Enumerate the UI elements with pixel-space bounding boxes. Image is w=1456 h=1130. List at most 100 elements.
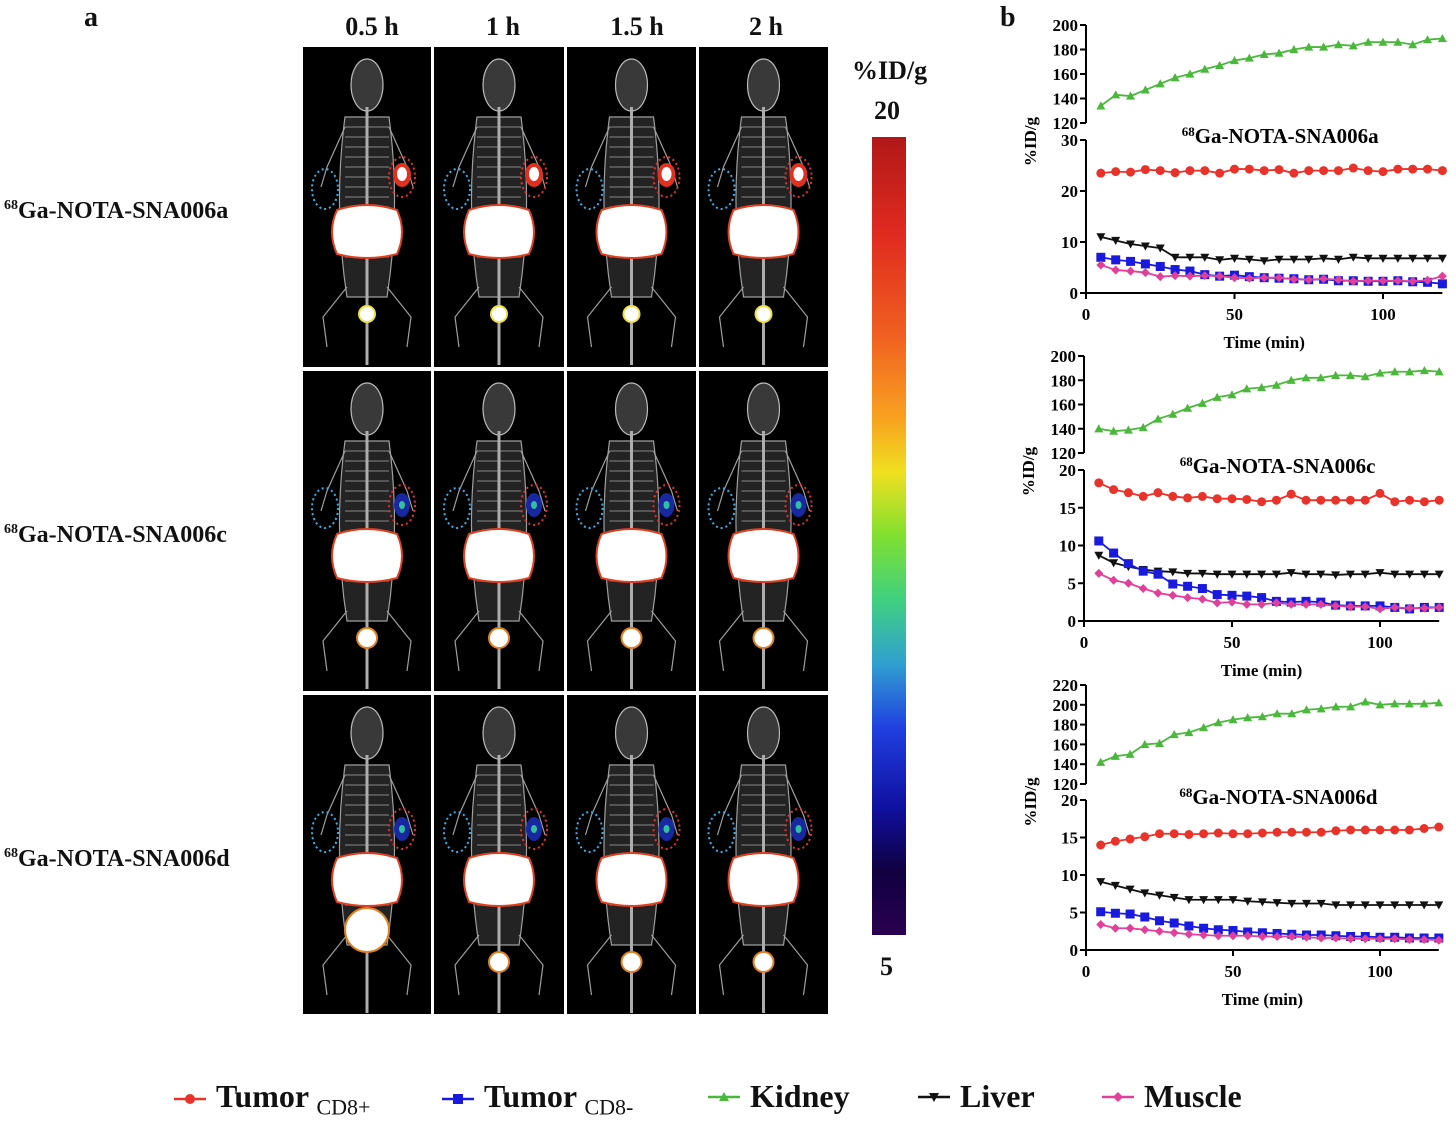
y-tick-label: 120 [1051, 444, 1077, 463]
data-point [1170, 73, 1180, 82]
data-point [1434, 367, 1444, 376]
data-point [1419, 901, 1429, 910]
data-point [1110, 923, 1120, 933]
data-point [1184, 929, 1194, 939]
data-point [1110, 836, 1120, 846]
data-point [1274, 165, 1284, 175]
data-point [1185, 253, 1195, 262]
y-tick-label: 15 [1059, 499, 1076, 518]
series-liver [1096, 878, 1444, 910]
x-tick-label: 0 [1082, 305, 1091, 324]
data-point [1333, 166, 1343, 176]
roi-cd8-positive [652, 156, 681, 198]
data-point [1155, 166, 1165, 176]
data-point [185, 1094, 195, 1105]
data-point [1419, 935, 1429, 944]
data-point [1140, 889, 1150, 898]
data-point [1346, 901, 1356, 910]
y-tick-label: 20 [1061, 791, 1078, 810]
data-point [1259, 166, 1269, 176]
legend-marker-triangle-down-icon [918, 1092, 950, 1102]
data-point [1404, 901, 1414, 910]
data-point [1272, 709, 1282, 718]
data-point [1419, 603, 1429, 613]
tumor-uptake [795, 501, 802, 509]
data-point [1360, 372, 1370, 381]
kidney-uptake [595, 204, 668, 259]
data-point [1170, 271, 1180, 281]
data-point [1110, 908, 1120, 918]
tumor-uptake [531, 501, 537, 509]
data-point [1125, 923, 1135, 933]
y-tick-label: 200 [1051, 347, 1077, 366]
data-point [1360, 901, 1370, 910]
data-point [1405, 367, 1415, 376]
data-point [1375, 901, 1385, 910]
roi-cd8-positive [784, 484, 813, 526]
data-point [1227, 494, 1237, 504]
data-point [1419, 497, 1429, 507]
data-point [1094, 568, 1104, 578]
data-point [1183, 593, 1193, 603]
data-point [1360, 825, 1370, 835]
y-tick-label: 220 [1053, 676, 1079, 695]
data-point [1111, 236, 1121, 245]
data-point [1419, 570, 1429, 579]
data-point [1169, 829, 1179, 839]
series-line [1100, 236, 1443, 262]
y-tick-label: 0 [1070, 284, 1079, 303]
kidney-uptake [463, 528, 535, 583]
y-tick-label: 200 [1053, 16, 1079, 35]
data-point [1155, 738, 1164, 748]
data-point [1434, 901, 1444, 910]
data-point [1109, 426, 1119, 435]
data-point [1289, 45, 1299, 54]
data-point [1094, 551, 1104, 560]
data-point [1302, 932, 1311, 942]
data-point [1360, 934, 1370, 944]
data-point [1123, 488, 1133, 498]
data-point [1126, 256, 1136, 266]
y-tick-label: 160 [1053, 735, 1079, 754]
data-point [1243, 897, 1253, 906]
legend-marker-triangle-up-icon [708, 1091, 740, 1101]
data-point [1272, 827, 1282, 837]
data-point [1302, 827, 1311, 837]
data-point [1289, 168, 1299, 178]
series-kidney [1094, 366, 1444, 435]
chart-title-text: Ga-NOTA-SNA006d [1192, 785, 1377, 809]
y-axis-label: %ID/g [1021, 116, 1040, 166]
data-point [1155, 272, 1165, 282]
data-point [1434, 935, 1444, 945]
data-point [1437, 166, 1447, 176]
data-point [1169, 893, 1179, 902]
data-point [1286, 599, 1296, 609]
y-tick-label: 5 [1070, 904, 1079, 923]
data-point [1096, 233, 1106, 242]
series-line [1098, 572, 1440, 610]
data-point [1140, 165, 1150, 175]
y-tick-label: 140 [1053, 755, 1079, 774]
kidney-uptake [463, 204, 535, 259]
roi-cd8-negative [575, 168, 604, 210]
data-point [1257, 898, 1267, 907]
data-point [1257, 932, 1267, 941]
data-point [1408, 276, 1418, 286]
x-axis-label: Time (min) [1222, 990, 1303, 1009]
data-point [1271, 380, 1281, 389]
data-point [1228, 926, 1238, 935]
hindlimbs [454, 610, 544, 672]
series-liver [1096, 233, 1447, 266]
legend-item: Kidney [706, 1078, 850, 1115]
probe-label: 68Ga-NOTA-SNA006c [4, 522, 227, 549]
data-point [1213, 718, 1223, 727]
data-point [1316, 704, 1326, 713]
data-point [1437, 33, 1447, 43]
data-point [1096, 878, 1106, 887]
data-point [1227, 570, 1237, 579]
data-point [1094, 424, 1104, 433]
panel-b-label: b [1000, 2, 1016, 33]
data-point [1111, 265, 1121, 275]
y-tick-label: 200 [1053, 696, 1079, 715]
data-point [1213, 896, 1223, 905]
